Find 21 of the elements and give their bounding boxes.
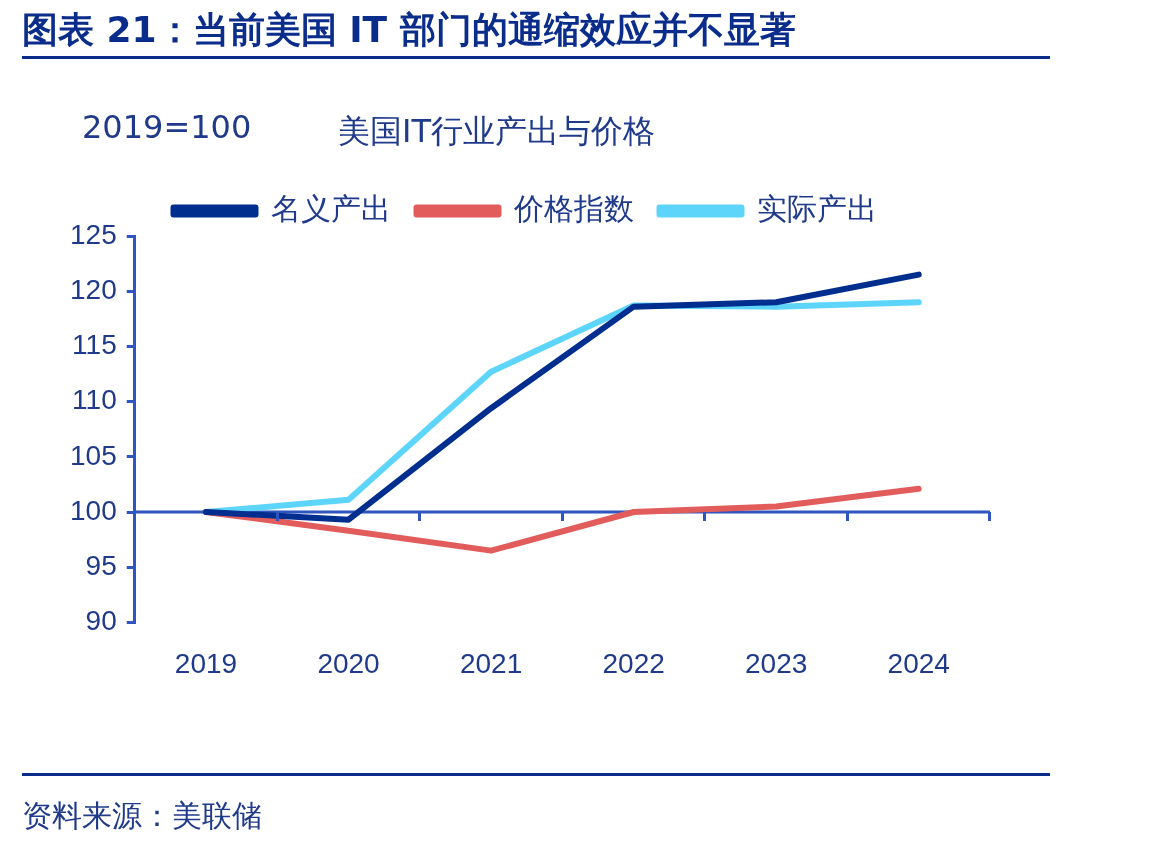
chart-subtitle: 美国IT行业产出与价格 (338, 111, 655, 152)
x-tick-label: 2023 (745, 647, 808, 679)
x-tick-label: 2019 (174, 647, 238, 679)
y-tick-label: 120 (70, 273, 117, 305)
y-tick-label: 100 (70, 494, 117, 526)
x-tick-label: 2022 (602, 647, 665, 679)
y-tick-label: 95 (85, 549, 117, 581)
x-tick-label: 2024 (887, 647, 950, 679)
y-tick-label: 90 (85, 605, 117, 637)
y-tick-label: 125 (70, 218, 117, 250)
legend-label: 实际产出 (756, 192, 877, 226)
text: 资料来源：美联储 (22, 797, 262, 835)
x-tick-label: 2021 (459, 647, 523, 679)
chart-title: 图表 21：当前美国 IT 部门的通缩效应并不显著 (22, 8, 796, 52)
x-tick-label: 2020 (317, 647, 380, 679)
legend-label: 价格指数 (512, 192, 634, 226)
y-axis-title: 2019=100 (82, 108, 252, 146)
legend-label: 名义产出 (270, 192, 391, 226)
y-tick-label: 110 (72, 384, 117, 416)
y-tick-label: 115 (72, 329, 117, 361)
y-tick-label: 105 (70, 439, 117, 471)
